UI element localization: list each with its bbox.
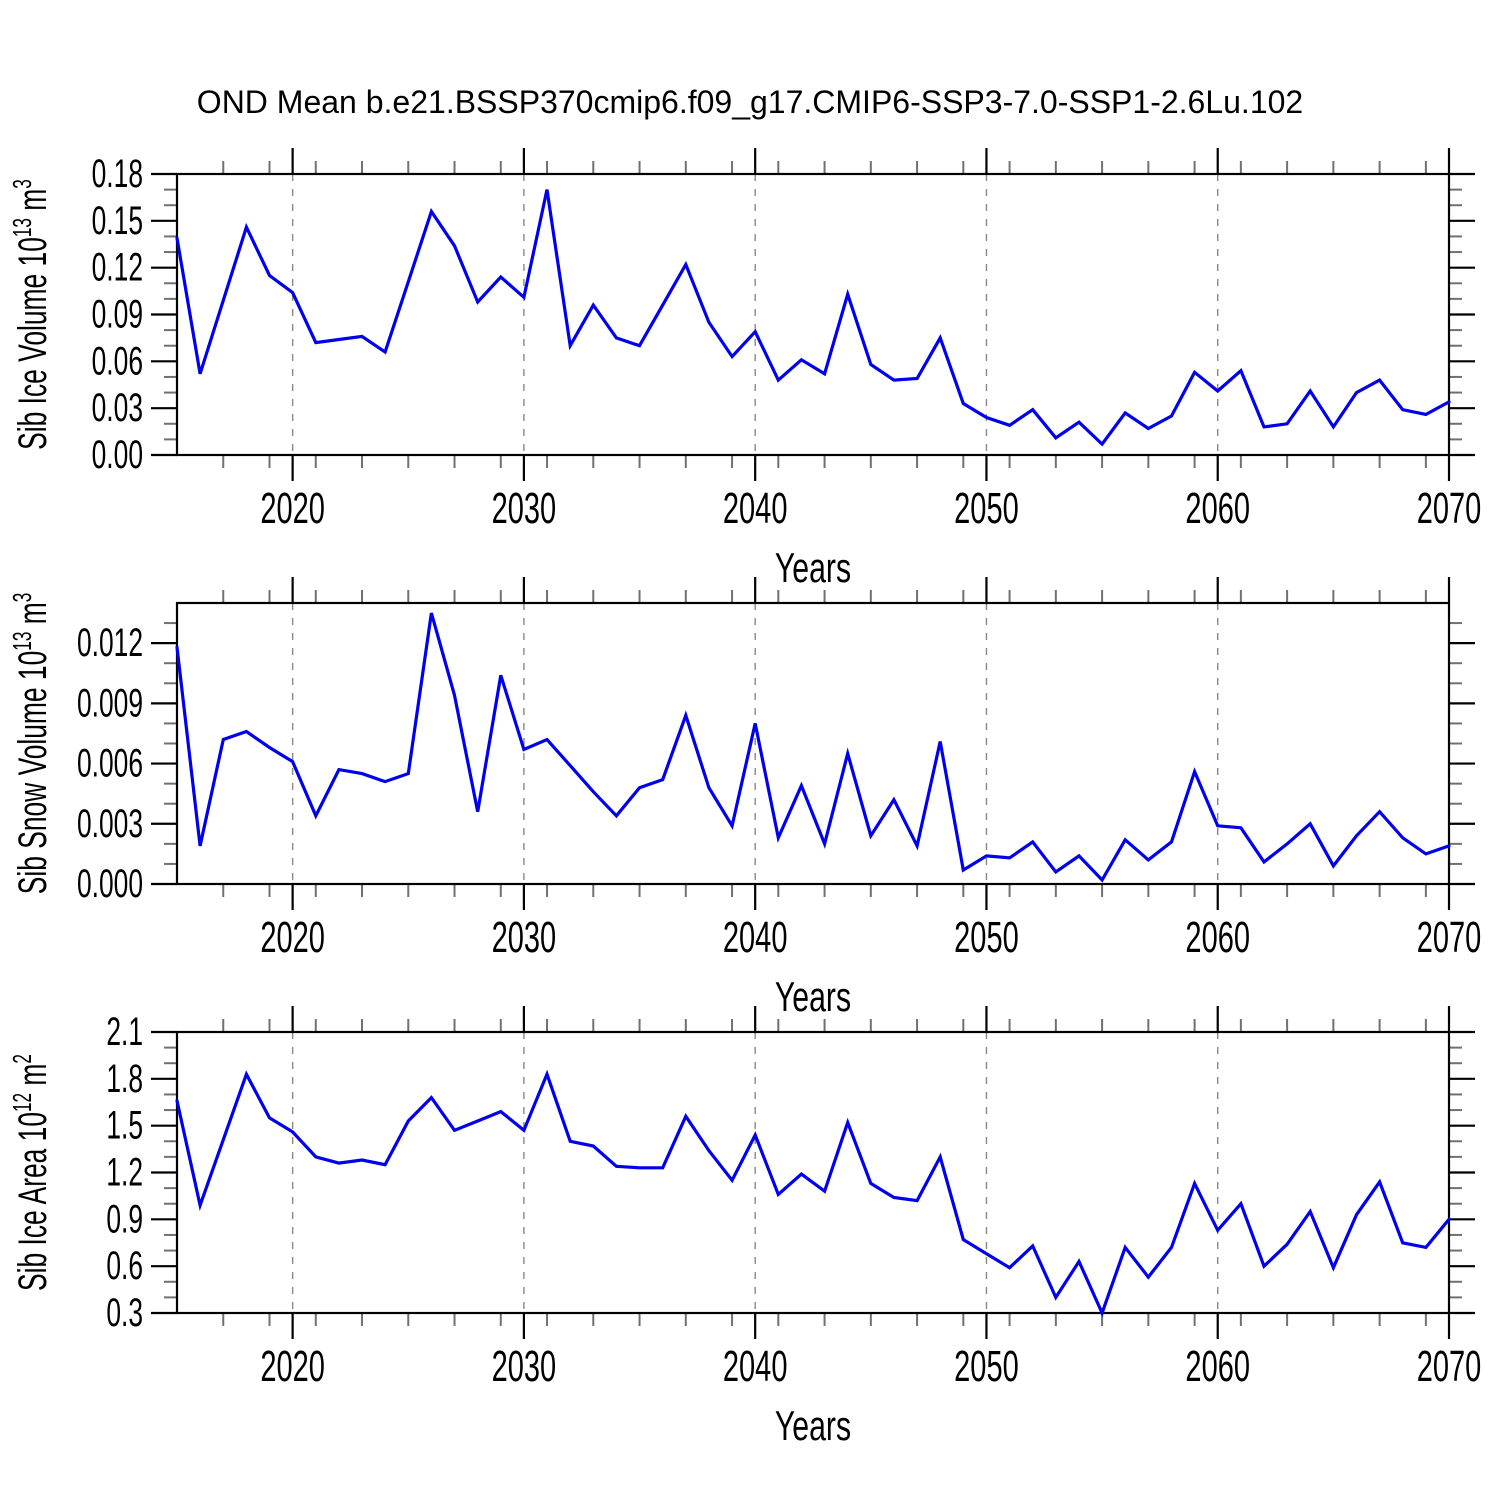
y-tick-label-text: 0.00 (92, 433, 143, 478)
x-axis-title-text: Years (775, 1402, 851, 1449)
x-tick-label-text: 2050 (954, 912, 1019, 962)
y-tick-label-text: 0.03 (92, 386, 143, 431)
y-tick-label: 0.06 (92, 339, 143, 384)
x-tick-label: 2030 (492, 1341, 557, 1391)
y-tick-label: 0.3 (106, 1291, 143, 1336)
x-tick-label-text: 2070 (1417, 1341, 1482, 1391)
y-tick-label-text: 0.15 (92, 198, 143, 243)
x-tick-label: 2050 (954, 1341, 1019, 1391)
y-axis-title-text: Sib Ice Area 1012 m2 (7, 1054, 55, 1291)
y-tick-label: 0.12 (92, 245, 143, 290)
x-tick-label: 2060 (1185, 1341, 1250, 1391)
charts-container: 2020 2030 2040 2050 2060 2070 0.000.030.060.09… (7, 148, 1481, 1449)
chart-sib-snow-volume: 2020 2030 2040 2050 2060 2070 0.000 0.003 0.006 0… (7, 577, 1481, 1020)
y-tick-label-text: 0.3 (106, 1291, 143, 1336)
y-axis-title: Sib Snow Volume 1013 m3 (7, 593, 55, 894)
x-tick-label-text: 2020 (260, 483, 325, 533)
y-tick-label: 0.009 (77, 681, 143, 726)
plot-frame (175, 1030, 1451, 1315)
x-tick-label: 2070 (1417, 1341, 1482, 1391)
y-tick-label-text: 1.2 (106, 1150, 143, 1195)
y-tick-label-text: 0.003 (77, 801, 143, 846)
y-tick-label-text: 0.12 (92, 245, 143, 290)
y-tick-label: 1.8 (106, 1056, 143, 1101)
x-tick-label: 2020 (260, 1341, 325, 1391)
x-tick-label: 2060 (1185, 483, 1250, 533)
y-tick-label-text: 1.5 (106, 1103, 143, 1148)
chart-sib-ice-area: 2020 2030 2040 2050 2060 2070 0.30.60.91.21.51… (7, 1006, 1481, 1449)
x-tick-label: 2060 (1185, 912, 1250, 962)
y-tick-label-text: 0.6 (106, 1244, 143, 1289)
x-tick-label: 2030 (492, 912, 557, 962)
x-axis-title-text: Years (775, 973, 851, 1020)
x-axis-title-text: Years (775, 544, 851, 591)
x-tick-label-text: 2070 (1417, 483, 1482, 533)
x-tick-label-text: 2040 (723, 912, 788, 962)
y-tick-label: 0.09 (92, 292, 143, 337)
plot-frame (175, 172, 1451, 457)
y-tick-label: 0.6 (106, 1244, 143, 1289)
x-tick-label: 2050 (954, 483, 1019, 533)
y-tick-label: 0.006 (77, 741, 143, 786)
y-tick-label: 2.1 (106, 1010, 143, 1055)
x-tick-label-text: 2060 (1185, 1341, 1250, 1391)
y-axis-title: Sib Ice Volume 1013 m3 (7, 179, 55, 450)
x-tick-label-text: 2060 (1185, 483, 1250, 533)
x-tick-label: 2050 (954, 912, 1019, 962)
x-tick-label: 2070 (1417, 912, 1482, 962)
y-tick-label-text: 0.9 (106, 1197, 143, 1242)
y-tick-label-text: 0.000 (77, 862, 143, 907)
y-tick-label-text: 0.18 (92, 152, 143, 197)
y-tick-label: 0.15 (92, 198, 143, 243)
y-axis-title-text: Sib Ice Volume 1013 m3 (7, 179, 55, 450)
y-axis-title: Sib Ice Area 1012 m2 (7, 1054, 55, 1291)
x-tick-label: 2030 (492, 483, 557, 533)
x-tick-label: 2020 (260, 912, 325, 962)
x-axis-title: Years (775, 1402, 851, 1449)
figure-title: OND Mean b.e21.BSSP370cmip6.f09_g17.CMIP… (197, 84, 1303, 120)
y-axis-title-text: Sib Snow Volume 1013 m3 (7, 593, 55, 894)
x-tick-label: 2070 (1417, 483, 1482, 533)
x-axis-title: Years (775, 544, 851, 591)
plot-frame (175, 601, 1451, 886)
y-tick-label-text: 0.006 (77, 741, 143, 786)
x-tick-label: 2040 (723, 912, 788, 962)
y-tick-label-text: 0.09 (92, 292, 143, 337)
x-tick-label: 2040 (723, 483, 788, 533)
y-tick-label-text: 0.012 (77, 621, 143, 666)
y-tick-label-text: 0.009 (77, 681, 143, 726)
y-tick-label: 0.03 (92, 386, 143, 431)
y-tick-label: 1.5 (106, 1103, 143, 1148)
chart-sib-ice-volume: 2020 2030 2040 2050 2060 2070 0.000.030.060.09… (7, 148, 1481, 591)
y-tick-label-text: 0.06 (92, 339, 143, 384)
x-tick-label-text: 2030 (492, 483, 557, 533)
x-tick-label-text: 2050 (954, 483, 1019, 533)
y-tick-label: 0.00 (92, 433, 143, 478)
x-tick-label-text: 2070 (1417, 912, 1482, 962)
y-tick-label: 1.2 (106, 1150, 143, 1195)
x-tick-label-text: 2030 (492, 1341, 557, 1391)
x-axis-title: Years (775, 973, 851, 1020)
y-tick-label: 0.18 (92, 152, 143, 197)
x-tick-label-text: 2040 (723, 1341, 788, 1391)
data-line-sib-snow-volume (175, 612, 1451, 883)
x-tick-label-text: 2020 (260, 912, 325, 962)
y-tick-label: 0.003 (77, 801, 143, 846)
data-line-sib-ice-area (175, 1069, 1451, 1318)
y-tick-label-text: 1.8 (106, 1056, 143, 1101)
y-tick-label: 0.012 (77, 621, 143, 666)
x-tick-label-text: 2040 (723, 483, 788, 533)
x-tick-label: 2020 (260, 483, 325, 533)
y-tick-label: 0.000 (77, 862, 143, 907)
data-line-sib-ice-volume (175, 189, 1451, 447)
y-tick-label: 0.9 (106, 1197, 143, 1242)
x-tick-label: 2040 (723, 1341, 788, 1391)
x-tick-label-text: 2020 (260, 1341, 325, 1391)
x-tick-label-text: 2060 (1185, 912, 1250, 962)
y-tick-label-text: 2.1 (106, 1010, 143, 1055)
x-tick-label-text: 2030 (492, 912, 557, 962)
x-tick-label-text: 2050 (954, 1341, 1019, 1391)
